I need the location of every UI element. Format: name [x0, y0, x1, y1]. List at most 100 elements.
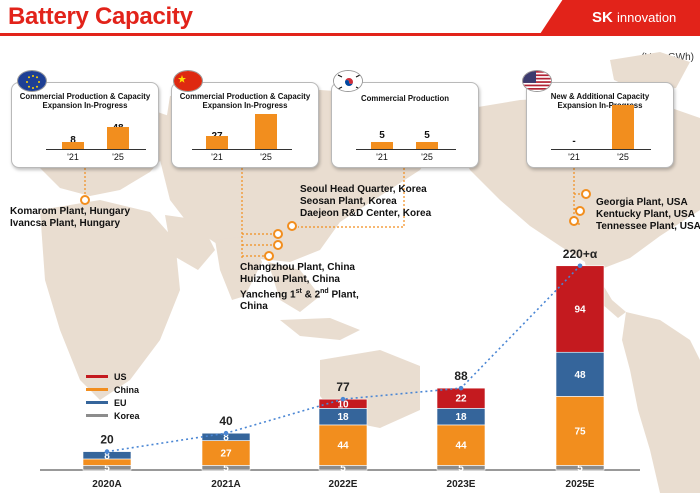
bar-label-eu-2022E: 18 — [337, 412, 349, 423]
plants-hungary: Komarom Plant, Hungary Ivancsa Plant, Hu… — [10, 206, 130, 230]
plant-marker-usa-2 — [575, 206, 585, 216]
eu-flag-icon — [17, 70, 47, 92]
legend-label-eu: EU — [114, 397, 127, 408]
bar-label-china-2025E: 75 — [574, 426, 586, 437]
connector-korea — [298, 168, 405, 228]
plant-marker-usa-1 — [581, 189, 591, 199]
plant-marker-china-2 — [273, 240, 283, 250]
card-china-bar-21 — [206, 136, 228, 149]
header-divider — [0, 33, 700, 36]
bar-total-2022E: 77 — [336, 380, 350, 394]
usa-flag-icon — [522, 70, 552, 92]
plant-marker-korea — [287, 221, 297, 231]
logo-band — [540, 0, 700, 34]
sk-innovation-logo: SK innovation — [592, 9, 676, 26]
plants-usa: Georgia Plant, USA Kentucky Plant, USA T… — [596, 197, 700, 233]
bar-label-korea-2025E: 5 — [577, 463, 583, 474]
card-eu-bar-21 — [62, 142, 84, 149]
bar-label-china-2021A: 27 — [220, 448, 232, 459]
plant-ivancsa: Ivancsa Plant, Hungary — [10, 218, 121, 229]
plant-china-label: China — [240, 301, 268, 313]
plant-tennessee: Tennessee Plant, USA — [596, 221, 700, 232]
bar-label-us-2025E: 94 — [574, 305, 586, 316]
southeast-asia-shape — [268, 262, 320, 312]
africa-shape — [40, 200, 180, 400]
card-usa-title: New & Additional Capacity Expansion In-P… — [550, 92, 650, 110]
china-flag-icon — [173, 70, 203, 92]
bar-total-2023E: 88 — [454, 369, 468, 383]
bar-segment-china-2023E — [436, 424, 486, 466]
plants-korea: Seoul Head Quarter, Korea Seosan Plant, … — [300, 184, 431, 220]
x-tick-2020A: 2020A — [92, 479, 121, 490]
plant-seoul-hq: Seoul Head Quarter, Korea — [300, 184, 427, 195]
bar-label-eu-2023E: 18 — [455, 412, 467, 423]
card-eu-year-25: '25 — [112, 152, 124, 162]
bar-label-korea-2022E: 5 — [340, 463, 346, 474]
x-tick-2021A: 2021A — [211, 479, 240, 490]
bar-segment-us-2025E — [555, 265, 605, 353]
bar-label-eu-2025E: 48 — [574, 370, 586, 381]
trend-point-2020A — [104, 449, 110, 454]
legend-label-china: China — [114, 384, 140, 395]
bar-segment-eu-2025E — [555, 351, 605, 397]
bar-total-2021A: 40 — [219, 414, 233, 428]
card-eu-title: Commercial Production & Capacity Expansi… — [19, 92, 151, 110]
card-china-title: Commercial Production & Capacity Expansi… — [179, 92, 311, 110]
india-shape — [215, 236, 262, 300]
trend-point-2022E — [340, 396, 346, 402]
card-china-axis — [192, 149, 292, 150]
legend-swatch-us — [86, 375, 108, 378]
bar-label-korea-2021A: 5 — [223, 463, 229, 474]
card-korea-bar-25 — [416, 142, 438, 149]
trend-point-2023E — [458, 385, 464, 391]
card-usa-year-25: '25 — [617, 152, 629, 162]
bar-total-2020A: 20 — [100, 433, 114, 447]
arabia-shape — [165, 215, 215, 270]
page-title: Battery Capacity — [8, 3, 193, 30]
card-korea: Commercial Production 5 5 '21 '25 — [331, 82, 479, 168]
card-china-year-21: '21 — [211, 152, 223, 162]
bar-label-us-2023E: 22 — [455, 394, 467, 405]
indonesia-shape — [280, 318, 360, 340]
logo-main-text: SK — [592, 9, 613, 26]
card-korea-year-25: '25 — [421, 152, 433, 162]
plant-yancheng: Yancheng 1st & 2nd Plant, — [240, 288, 359, 301]
legend-swatch-china — [86, 388, 108, 391]
bar-label-korea-2023E: 5 — [458, 463, 464, 474]
card-usa-bar-25 — [612, 105, 634, 149]
card-eu-bar-25 — [107, 126, 129, 149]
card-usa-value-21: - — [572, 136, 576, 147]
x-tick-2023E: 2023E — [447, 479, 476, 490]
bar-label-korea-2020A: 5 — [104, 463, 110, 474]
plant-marker-hungary — [80, 195, 90, 205]
legend-item-korea: Korea — [86, 409, 140, 422]
card-korea-axis — [356, 149, 456, 150]
legend-item-eu: EU — [86, 396, 140, 409]
legend-label-korea: Korea — [114, 410, 140, 421]
bar-label-eu-2021A: 8 — [223, 432, 229, 443]
legend-item-china: China — [86, 383, 140, 396]
legend-swatch-korea — [86, 414, 108, 417]
header: Battery Capacity SK innovation — [0, 0, 700, 36]
card-china-year-25: '25 — [260, 152, 272, 162]
card-eu-value-21: 8 — [70, 135, 76, 146]
card-eu: Commercial Production & Capacity Expansi… — [11, 82, 159, 168]
card-korea-value-25: 5 — [424, 130, 430, 141]
card-eu-axis — [46, 149, 146, 150]
legend-swatch-eu — [86, 401, 108, 404]
card-usa-axis — [551, 149, 651, 150]
bar-label-china-2022E: 44 — [337, 441, 349, 452]
card-korea-value-21: 5 — [379, 130, 385, 141]
plant-marker-usa-3 — [569, 216, 579, 226]
bar-label-china-2023E: 44 — [455, 441, 467, 452]
card-usa-year-21: '21 — [568, 152, 580, 162]
korea-flag-icon — [333, 70, 363, 92]
legend-label-us: US — [114, 371, 127, 382]
card-eu-year-21: '21 — [67, 152, 79, 162]
plant-marker-china-1 — [273, 229, 283, 239]
card-china: Commercial Production & Capacity Expansi… — [171, 82, 319, 168]
card-usa: New & Additional Capacity Expansion In-P… — [526, 82, 674, 168]
japan-shape — [330, 176, 350, 214]
